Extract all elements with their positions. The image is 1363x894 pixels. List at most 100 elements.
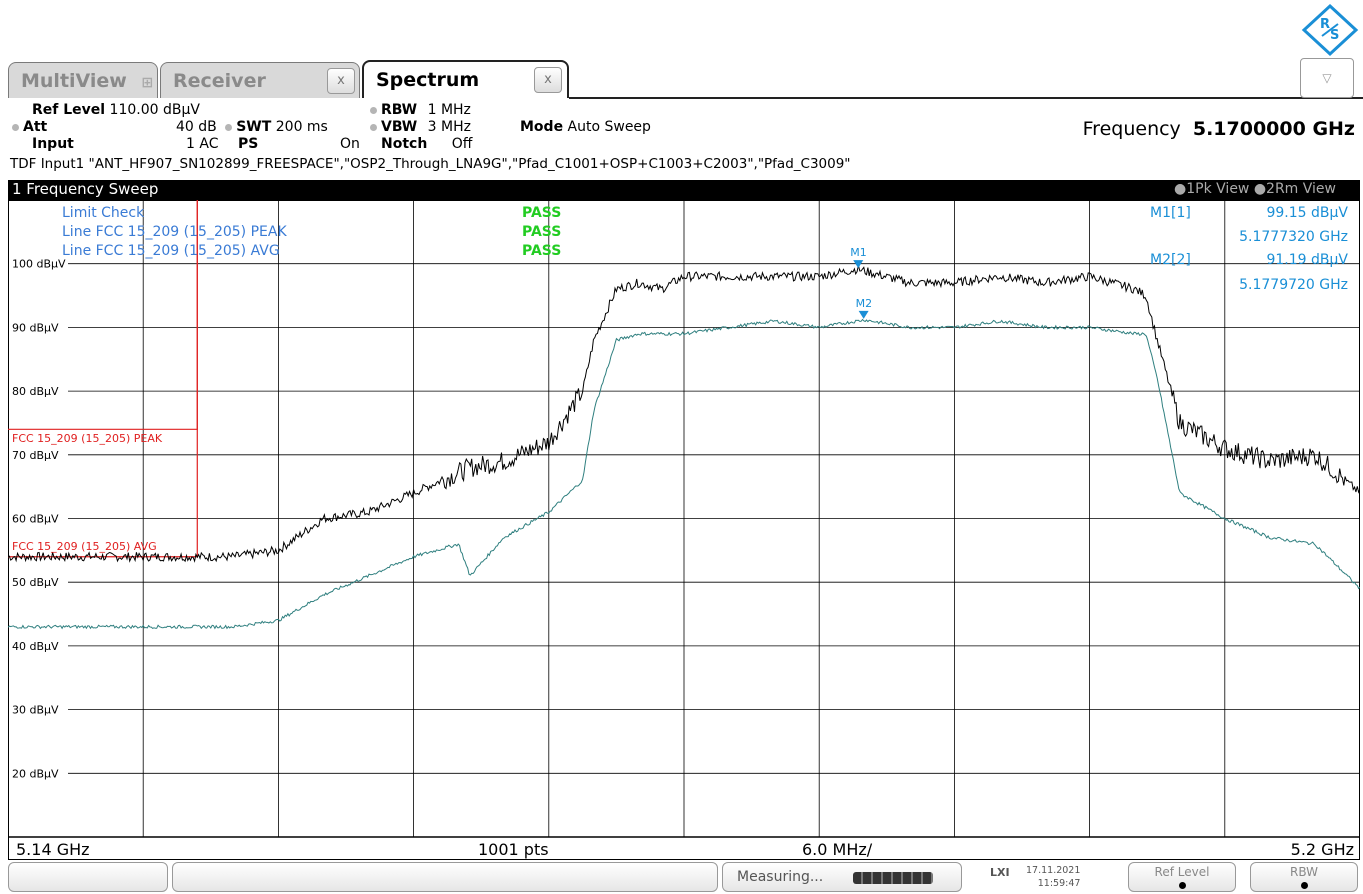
rbw-softkey[interactable]: RBW <box>1250 862 1358 892</box>
time-label: 11:59:47 <box>1037 878 1081 889</box>
markers: M1 M2 <box>850 246 872 319</box>
rbw-softkey-label: RBW <box>1289 865 1318 879</box>
svg-text:R: R <box>1320 17 1330 32</box>
mode-value: Auto Sweep <box>567 119 651 135</box>
y-tick-label: 50 dBµV <box>12 576 59 589</box>
tab-label: MultiView <box>21 70 127 92</box>
marker-2-triangle[interactable] <box>858 310 869 319</box>
vbw-setting[interactable]: VBW 3 MHz <box>370 119 471 135</box>
limit-line-peak-label: Line FCC 15_209 (15_205) PEAK <box>62 224 287 240</box>
y-tick-label: 60 dBµV <box>12 513 59 526</box>
marker1-name: M1[1] <box>1150 205 1191 221</box>
stop-frequency: 5.2 GHz <box>1291 840 1354 859</box>
indicator-dot <box>1300 882 1308 889</box>
status-dot <box>12 123 19 131</box>
input-label: Input <box>32 136 74 152</box>
y-tick-label: 20 dBµV <box>12 767 59 780</box>
frequency-label: Frequency <box>1082 118 1181 140</box>
dropdown-button[interactable]: ▽ <box>1300 58 1354 98</box>
spectrum-diagram[interactable]: 100 dBµV 90 dBµV 80 dBµV 70 dBµV 60 dBµV 50 d… <box>8 200 1360 860</box>
peak-limit-line-label: FCC 15_209 (15_205) PEAK <box>12 432 163 445</box>
marker-1-label: M1 <box>850 246 867 259</box>
limit-line-avg-label: Line FCC 15_209 (15_205) AVG <box>62 243 280 259</box>
tab-label: Spectrum <box>376 69 480 91</box>
measuring-status: Measuring... <box>722 862 962 892</box>
tab-spectrum[interactable]: Spectrum x <box>362 60 569 98</box>
marker2-name: M2[2] <box>1150 252 1191 268</box>
svg-text:S: S <box>1330 28 1339 43</box>
rbw-label: RBW <box>381 102 418 118</box>
trace-2 <box>8 318 1360 630</box>
chevron-down-icon: ▽ <box>1322 71 1332 85</box>
close-icon[interactable]: x <box>327 68 355 94</box>
span-per-division: 6.0 MHz/ <box>802 840 873 859</box>
y-tick-label: 80 dBµV <box>12 385 59 398</box>
tab-multiview[interactable]: MultiView ⊞ <box>8 62 158 98</box>
indicator-dot <box>1178 882 1186 889</box>
input-value: 1 AC <box>186 136 219 152</box>
vbw-label: VBW <box>381 119 418 135</box>
grid <box>68 200 1360 837</box>
marker2-freq: 5.1779720 GHz <box>1239 277 1348 293</box>
diagram-title-bar: 1 Frequency Sweep ●1Pk View ●2Rm View <box>8 180 1360 200</box>
ps-value: On <box>340 136 360 152</box>
limit-check-result: PASS <box>522 205 561 221</box>
traces <box>8 265 1360 630</box>
marker-1-triangle[interactable] <box>853 260 864 269</box>
diagram-title: 1 Frequency Sweep <box>12 180 159 198</box>
date-time: 17.11.2021 11:59:47 <box>1026 864 1080 890</box>
tdf-line: TDF Input1 "ANT_HF907_SN102899_FREESPACE… <box>10 156 851 172</box>
notch-label: Notch <box>381 136 428 152</box>
y-tick-label: 100 dBµV <box>12 258 66 271</box>
trace-1 <box>8 265 1360 563</box>
ps-label: PS <box>238 136 259 152</box>
input-setting[interactable]: Input <box>32 136 74 152</box>
sweep-points: 1001 pts <box>478 840 549 859</box>
att-setting[interactable]: Att <box>12 119 47 135</box>
tab-label: Receiver <box>173 70 266 92</box>
limit-avg-result: PASS <box>522 243 561 259</box>
tab-receiver[interactable]: Receiver x <box>160 62 360 98</box>
status-dot <box>370 106 377 114</box>
y-tick-label: 30 dBµV <box>12 704 59 717</box>
att-value-group: 40 dB SWT 200 ms <box>176 119 328 135</box>
center-frequency[interactable]: Frequency 5.1700000 GHz <box>1083 118 1355 140</box>
start-frequency: 5.14 GHz <box>16 840 90 859</box>
brand-logo: R S <box>1301 3 1359 57</box>
mode-label: Mode <box>520 119 564 135</box>
measuring-label: Measuring... <box>737 869 824 885</box>
notch-setting[interactable]: Notch Off <box>381 136 472 152</box>
trace-view-legend: ●1Pk View ●2Rm View <box>1174 181 1336 197</box>
tab-underline <box>569 97 1363 99</box>
att-value: 40 dB <box>176 119 217 135</box>
close-icon[interactable]: x <box>534 67 562 93</box>
y-tick-label: 40 dBµV <box>12 640 59 653</box>
vbw-value: 3 MHz <box>427 119 471 135</box>
status-dot <box>370 123 377 131</box>
status-dot <box>225 123 233 131</box>
limit-peak-result: PASS <box>522 224 561 240</box>
rbw-value: 1 MHz <box>427 102 471 118</box>
marker1-level: 99.15 dBµV <box>1266 205 1348 221</box>
date-label: 17.11.2021 <box>1026 865 1081 876</box>
notch-value: Off <box>451 136 473 152</box>
y-tick-label: 70 dBµV <box>12 449 59 462</box>
ref-level-softkey-label: Ref Level <box>1154 865 1210 879</box>
rbw-setting[interactable]: RBW 1 MHz <box>370 102 471 118</box>
ref-level-softkey[interactable]: Ref Level <box>1128 862 1236 892</box>
softkey-blank-1[interactable] <box>8 862 168 892</box>
marker-2-label: M2 <box>856 297 873 310</box>
ref-level-setting[interactable]: Ref Level 110.00 dBµV <box>32 102 200 118</box>
mode-setting[interactable]: Mode Auto Sweep <box>520 119 651 135</box>
multiview-grid-icon: ⊞ <box>141 75 154 91</box>
swt-value: 200 ms <box>275 119 328 135</box>
frequency-value: 5.1700000 GHz <box>1192 118 1355 140</box>
ref-level-label: Ref Level <box>32 102 106 118</box>
sweep-progress-bar <box>853 872 933 884</box>
lxi-icon: LXI <box>990 866 1010 879</box>
limit-check-label: Limit Check <box>62 205 145 221</box>
softkey-blank-2[interactable] <box>172 862 718 892</box>
y-tick-labels: 100 dBµV 90 dBµV 80 dBµV 70 dBµV 60 dBµV 50 d… <box>12 258 66 781</box>
ref-level-value: 110.00 dBµV <box>109 102 200 118</box>
marker2-level: 91.19 dBµV <box>1266 252 1348 268</box>
